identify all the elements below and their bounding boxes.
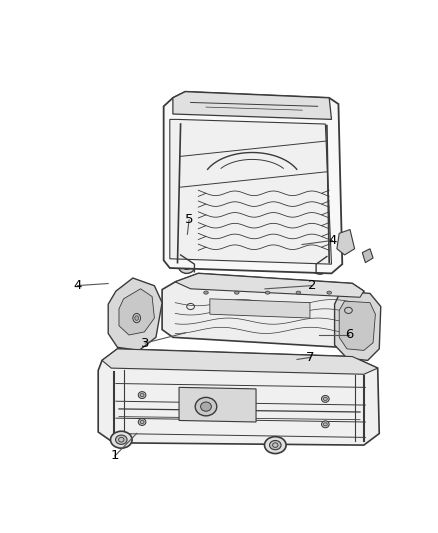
Polygon shape [179,387,256,422]
Polygon shape [162,273,364,348]
Polygon shape [175,273,364,297]
Polygon shape [170,119,332,264]
Ellipse shape [321,395,329,402]
Polygon shape [337,230,355,255]
Polygon shape [119,289,155,335]
Text: 3: 3 [141,336,149,350]
Ellipse shape [110,431,132,448]
Ellipse shape [201,402,212,411]
Polygon shape [98,349,379,445]
Ellipse shape [311,259,328,274]
Ellipse shape [296,291,301,294]
Ellipse shape [204,291,208,294]
Ellipse shape [138,392,146,399]
Text: 2: 2 [308,279,316,292]
Polygon shape [335,291,381,360]
Text: 4: 4 [328,234,336,247]
Polygon shape [362,249,373,263]
Text: 7: 7 [306,351,315,364]
Polygon shape [339,301,375,350]
Text: 1: 1 [111,449,119,463]
Ellipse shape [265,437,286,454]
Ellipse shape [265,291,270,294]
Ellipse shape [321,421,329,428]
Polygon shape [164,92,342,273]
Ellipse shape [327,291,332,294]
Ellipse shape [323,104,328,108]
Ellipse shape [195,398,217,416]
Ellipse shape [188,104,193,108]
Ellipse shape [234,291,239,294]
Ellipse shape [315,263,325,270]
Ellipse shape [182,262,191,270]
Ellipse shape [269,440,281,450]
Ellipse shape [116,435,127,445]
Text: 4: 4 [74,279,82,292]
Text: 5: 5 [185,213,193,227]
Polygon shape [108,278,162,350]
Polygon shape [173,92,332,119]
Ellipse shape [138,418,146,425]
Ellipse shape [135,316,138,320]
Ellipse shape [178,258,195,273]
Polygon shape [210,299,310,318]
Polygon shape [102,349,378,374]
Text: 6: 6 [345,328,353,341]
